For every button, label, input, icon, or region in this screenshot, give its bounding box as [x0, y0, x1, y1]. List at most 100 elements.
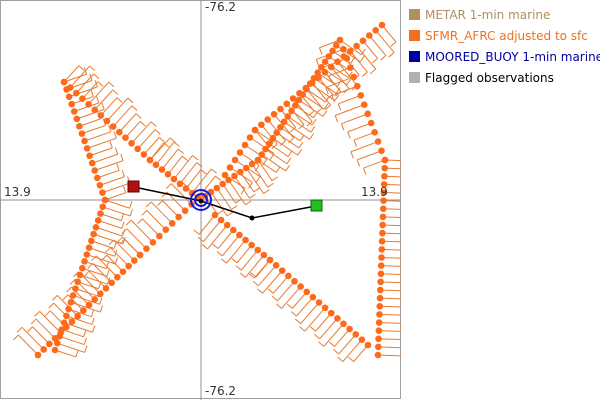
wind-barb: [378, 330, 401, 332]
observation-point: [231, 172, 238, 180]
wind-barb: [268, 143, 289, 158]
observation-point: [283, 100, 291, 108]
plot-canvas[interactable]: [0, 0, 401, 400]
legend-item-moored-buoy[interactable]: MOORED_BUOY 1-min marine: [408, 48, 600, 69]
wind-barb: [32, 326, 50, 345]
legend-item-flagged[interactable]: Flagged observations: [408, 69, 600, 90]
observation-point: [374, 138, 382, 145]
wind-barb: [226, 239, 246, 264]
wind-barb: [73, 294, 100, 305]
wind-barb-flag: [105, 247, 111, 253]
wind-barb: [100, 97, 118, 116]
wind-barb-flag: [256, 288, 263, 294]
wind-barb-flag: [297, 149, 303, 156]
observation-point: [86, 152, 93, 160]
wind-barb-flag: [177, 148, 184, 154]
observation-point: [327, 309, 335, 317]
wind-barb: [91, 240, 115, 249]
legend-item-sfmr[interactable]: SFMR_AFRC adjusted to sfc: [408, 27, 600, 48]
observation-point: [226, 164, 234, 171]
observation-point: [379, 205, 387, 213]
wind-barb-flag: [343, 88, 350, 94]
wind-barb: [131, 121, 152, 144]
observation-point: [72, 89, 80, 97]
wind-barb-flag: [370, 68, 377, 74]
legend-item-metar[interactable]: METAR 1-min marine: [408, 6, 600, 27]
wind-barb: [102, 182, 130, 194]
wind-barb-flag: [101, 254, 108, 261]
wind-barb-flag: [105, 261, 110, 269]
observation-point: [241, 141, 249, 149]
wind-barb-flag: [137, 218, 143, 225]
wind-barb-flag: [131, 105, 138, 111]
wind-barb-flag: [120, 213, 125, 221]
wind-barb-flag: [220, 258, 227, 264]
observation-point: [254, 156, 262, 164]
wind-barb: [93, 233, 124, 245]
wind-barb: [302, 94, 325, 110]
observation-point: [284, 113, 292, 120]
observation-point: [357, 92, 365, 99]
legend: METAR 1-min marine SFMR_AFRC adjusted to…: [408, 6, 600, 90]
wind-barb: [179, 162, 198, 185]
moored-buoy-marker[interactable]: [190, 189, 212, 211]
wind-barb: [245, 167, 265, 194]
wind-barb: [300, 302, 320, 324]
wind-observation-plot[interactable]: -76.2 -76.2 13.9 13.9: [0, 0, 401, 400]
wind-barb-flag: [217, 209, 224, 215]
wind-barb-flag: [263, 189, 270, 195]
wind-barb: [384, 175, 401, 178]
observation-point: [329, 47, 336, 55]
wind-barb-flag: [173, 141, 180, 147]
observation-point: [230, 226, 237, 234]
wind-barb-flag: [310, 126, 316, 133]
observation-point: [91, 106, 99, 114]
wind-barb-flag: [324, 104, 331, 110]
wind-barb-flag: [328, 341, 335, 347]
observation-point: [378, 21, 386, 29]
wind-barb: [245, 254, 265, 278]
wind-barb: [296, 296, 314, 317]
wind-barb: [262, 270, 283, 294]
wind-barb-flag: [288, 137, 295, 143]
wind-barb-flag: [318, 341, 325, 347]
observation-point: [251, 126, 259, 134]
observation-point: [378, 254, 385, 261]
wind-barb-flag: [145, 201, 152, 208]
observation-point: [377, 286, 384, 294]
wind-barb: [334, 328, 351, 347]
wind-barb-flag: [231, 205, 238, 210]
wind-barb: [330, 66, 350, 89]
wind-barb: [368, 35, 387, 56]
observation-point: [242, 236, 249, 244]
wind-barb: [113, 239, 135, 261]
wind-barb: [39, 311, 62, 334]
track-end-marker[interactable]: [310, 199, 323, 212]
wind-barb: [383, 192, 401, 194]
observation-point: [258, 151, 266, 158]
observation-point: [78, 264, 86, 272]
observation-point: [91, 296, 98, 303]
wind-barb-flag: [108, 239, 115, 246]
observation-point: [81, 258, 88, 265]
wind-barb-flag: [62, 294, 69, 301]
observation-point: [94, 174, 101, 182]
wind-barb: [283, 121, 310, 140]
observation-point: [221, 171, 229, 179]
observation-point: [350, 73, 358, 81]
wind-barb-flag: [311, 118, 317, 126]
wind-barb: [272, 275, 289, 294]
wind-barb: [349, 50, 368, 73]
observation-point: [136, 251, 144, 259]
observation-point: [364, 341, 372, 349]
wind-barb: [191, 168, 212, 194]
wind-barb-flag: [347, 356, 354, 362]
wind-barb: [75, 73, 95, 94]
track-start-marker[interactable]: [127, 180, 140, 193]
observation-point: [376, 311, 383, 318]
wind-barb: [382, 216, 401, 219]
wind-barb-flag: [48, 302, 55, 309]
observation-point: [295, 96, 303, 104]
observation-point: [236, 149, 244, 156]
wind-barb: [124, 238, 141, 256]
